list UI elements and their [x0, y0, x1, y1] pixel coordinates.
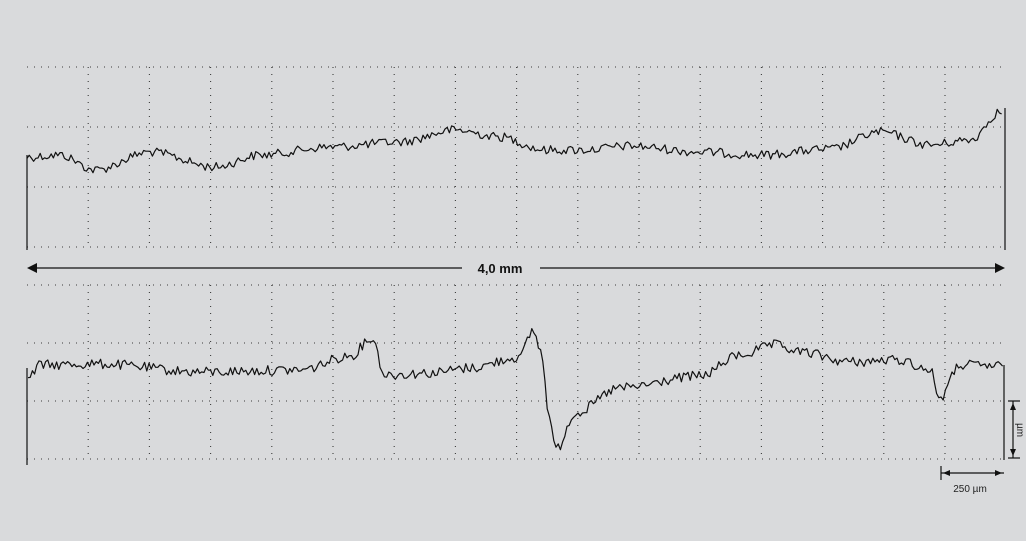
horizontal-scale: 250 µm — [940, 466, 1004, 495]
horizontal-scale-arrow-left — [943, 470, 950, 476]
length-arrow-left — [27, 263, 37, 273]
horizontal-scale-arrow-right — [995, 470, 1002, 476]
length-label: 4,0 mm — [478, 261, 523, 276]
vertical-scale-arrow-top — [1010, 403, 1016, 410]
lower-profile-trace — [27, 328, 1004, 451]
length-arrow-right — [995, 263, 1005, 273]
horizontal-scale-label: 250 µm — [953, 484, 987, 495]
vertical-scale-label: µm — [1014, 423, 1025, 437]
length-dimension: 4,0 mm — [27, 261, 1005, 276]
grid-top — [27, 66, 1005, 248]
vertical-scale: µm — [1008, 400, 1025, 459]
upper-profile-trace — [26, 108, 1002, 174]
grid-bottom — [27, 284, 1005, 460]
vertical-scale-arrow-bottom — [1010, 449, 1016, 456]
